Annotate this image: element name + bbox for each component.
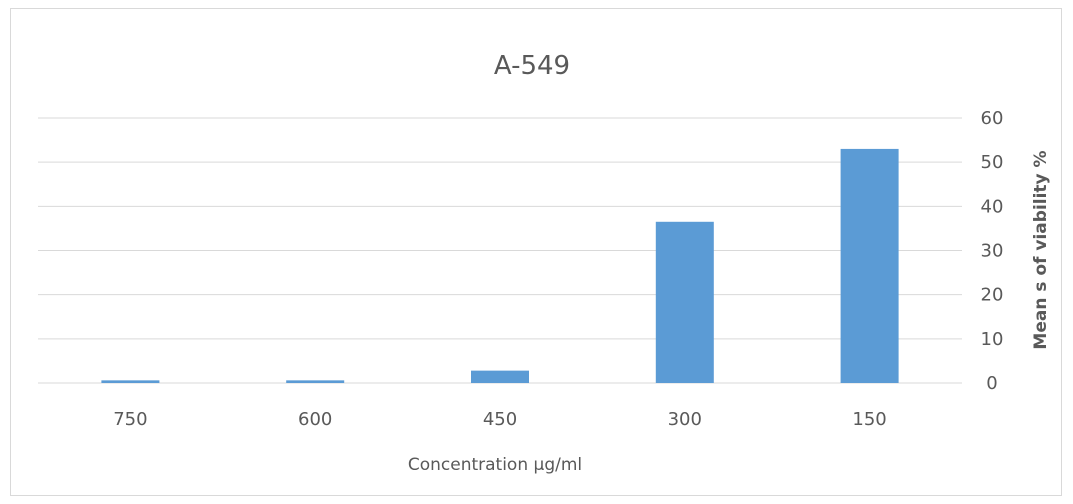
gridlines [38, 117, 962, 384]
x-tick-label: 300 [668, 409, 702, 430]
bars [101, 148, 899, 383]
y-tick-label: 50 [981, 152, 1004, 173]
bar-300 [655, 221, 714, 383]
y-tick-label: 60 [981, 108, 1004, 129]
y-axis-label: Mean s of viability % [1031, 150, 1051, 349]
y-tick-label: 20 [981, 285, 1004, 306]
bar-750 [101, 380, 160, 383]
x-axis-label: Concentration µg/ml [408, 455, 582, 475]
x-tick-label: 450 [483, 409, 517, 430]
x-tick-label: 750 [113, 409, 147, 430]
y-tick-labels: 0 10 20 30 40 50 60 [981, 108, 1004, 394]
bar-450 [471, 370, 529, 383]
x-tick-label: 150 [852, 409, 886, 430]
chart-title: A-549 [494, 51, 570, 81]
y-tick-label: 40 [981, 196, 1004, 217]
x-tick-label: 600 [298, 409, 332, 430]
y-tick-label: 0 [986, 373, 997, 394]
bar-150 [840, 148, 899, 383]
bar-600 [286, 380, 345, 383]
x-tick-labels: 750 600 450 300 150 [113, 409, 887, 430]
y-tick-label: 10 [981, 329, 1004, 350]
y-tick-label: 30 [981, 241, 1004, 262]
